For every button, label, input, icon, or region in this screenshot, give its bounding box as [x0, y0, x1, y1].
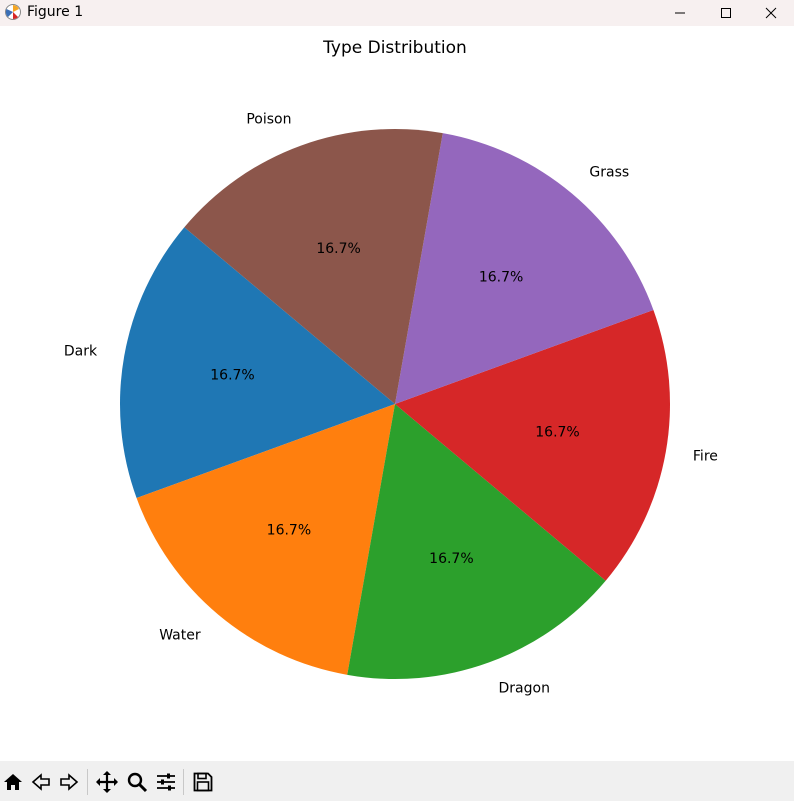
pie-slice-poison	[184, 129, 443, 404]
pie-slices	[119, 129, 671, 679]
slice-label-dark: Dark	[64, 344, 98, 360]
toolbar-separator	[87, 769, 88, 795]
save-button[interactable]	[190, 769, 216, 795]
pan-button[interactable]	[94, 769, 120, 795]
pie-slice-water	[136, 404, 395, 675]
window-titlebar: Figure 1	[0, 0, 794, 26]
maximize-icon	[721, 8, 731, 18]
back-icon	[31, 773, 50, 791]
configure-subplots-icon	[157, 773, 175, 791]
slice-label-poison: Poison	[246, 112, 291, 128]
pie-slice-fire	[395, 309, 671, 581]
pie-slice-dark	[119, 227, 395, 499]
matplotlib-app-icon	[5, 4, 21, 20]
chart-title: Type Distribution	[322, 38, 467, 58]
back-button[interactable]	[28, 769, 54, 795]
navigation-toolbar	[0, 761, 794, 801]
slice-percent-poison: 16.7%	[316, 241, 360, 257]
zoom-button[interactable]	[124, 769, 150, 795]
pie-chart: Type Distribution Dark 16.7% Water 16.7% Dra…	[64, 38, 718, 697]
close-icon	[765, 7, 777, 19]
slice-percent-water: 16.7%	[267, 522, 311, 538]
toolbar-separator	[183, 769, 184, 795]
home-button[interactable]	[0, 769, 26, 795]
window-title: Figure 1	[27, 4, 84, 20]
slice-label-grass: Grass	[589, 164, 629, 180]
pie-slice-grass	[395, 133, 654, 404]
slice-percent-dark: 16.7%	[210, 367, 254, 383]
pie-slice-dragon	[347, 404, 606, 679]
slice-label-fire: Fire	[693, 449, 718, 465]
minimize-button[interactable]	[657, 0, 703, 26]
slice-percent-grass: 16.7%	[479, 270, 523, 286]
configure-subplots-button[interactable]	[153, 769, 179, 795]
slice-label-dragon: Dragon	[499, 680, 550, 696]
slice-label-water: Water	[159, 628, 201, 644]
slice-percent-dragon: 16.7%	[429, 551, 473, 567]
forward-icon	[60, 773, 79, 791]
home-icon	[4, 774, 22, 790]
pan-icon	[96, 771, 118, 793]
zoom-icon	[127, 772, 148, 793]
forward-button[interactable]	[56, 769, 82, 795]
minimize-icon	[675, 12, 685, 14]
close-button[interactable]	[748, 0, 794, 26]
figure-canvas: Type Distribution Dark 16.7% Water 16.7% Dra…	[0, 26, 794, 761]
maximize-button[interactable]	[703, 0, 749, 26]
slice-percent-fire: 16.7%	[535, 425, 579, 441]
pie-labels: Dark 16.7% Water 16.7% Dragon 16.7% Fire 16.7% G…	[64, 112, 718, 697]
save-icon	[193, 772, 213, 792]
